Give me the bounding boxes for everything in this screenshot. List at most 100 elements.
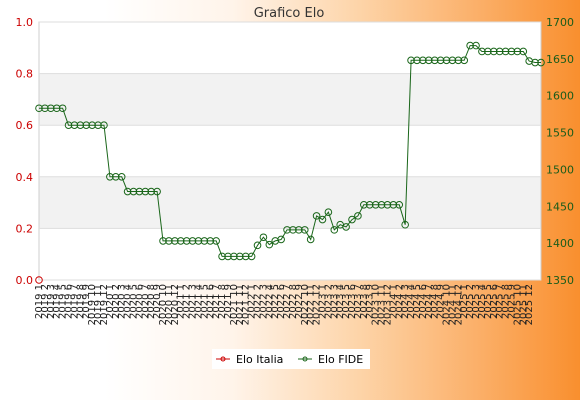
elo-fide-point (348, 215, 356, 224)
right-tick-label: 1350 (546, 274, 574, 287)
x-tick-label: 2024 11 (447, 284, 458, 325)
x-tick-label: 2022 1 (247, 284, 258, 319)
elo-fide-point (41, 104, 49, 113)
x-tick-label: 2022 2 (253, 284, 264, 319)
elo-fide-point (365, 201, 374, 209)
x-tick-label: 2025 6 (489, 284, 500, 319)
elo-fide-point (241, 252, 250, 261)
elo-fide-point (377, 201, 386, 209)
elo-fide-point (484, 47, 492, 56)
elo-fide-point (236, 252, 244, 261)
x-tick-label: 2024 10 (442, 284, 453, 325)
x-tick-label: 2022 5 (270, 284, 281, 319)
elo-fide-point (460, 56, 469, 65)
left-tick-label: 0.2 (16, 222, 34, 235)
x-tick-label: 2019 12 (99, 284, 110, 325)
x-tick-label: 2023 5 (341, 284, 352, 319)
elo-fide-point (165, 237, 173, 245)
elo-fide-point (153, 187, 161, 196)
elo-fide-point (76, 121, 85, 129)
plot-band (39, 73, 541, 126)
elo-fide-point (58, 104, 67, 113)
elo-fide-point (259, 233, 268, 242)
elo-fide-point (318, 215, 327, 224)
x-tick-label: 2019 6 (64, 284, 75, 319)
x-tick-label: 2024 1 (388, 284, 399, 319)
x-tick-label: 2019 1 (34, 284, 45, 319)
elo-fide-point (70, 121, 79, 129)
elo-fide-point (537, 58, 545, 67)
elo-fide-point (289, 226, 297, 234)
elo-fide-point (100, 121, 108, 129)
x-tick-label: 2021 9 (223, 284, 234, 319)
x-tick-label: 2020 10 (158, 284, 169, 325)
elo-fide-point (212, 237, 220, 245)
x-tick-label: 2021 8 (217, 284, 228, 319)
plot-bands (39, 22, 541, 280)
right-axis: 1350 1400 1450 1500 1550 1600 1650 1700 (546, 16, 574, 287)
x-tick-label: 2022 8 (288, 284, 299, 319)
elo-fide-point (389, 201, 398, 209)
elo-fide-point (419, 56, 427, 65)
x-tick-label: 2024 6 (418, 284, 429, 319)
legend-fide-marker (302, 356, 308, 362)
x-tick-label: 2019 7 (69, 284, 80, 319)
elo-fide-point (472, 41, 480, 50)
elo-fide-point (111, 173, 120, 181)
left-tick-label: 0.4 (16, 171, 34, 184)
x-tick-label: 2023 3 (329, 284, 340, 319)
elo-fide-point (371, 201, 380, 209)
right-tick-label: 1600 (546, 90, 574, 103)
elo-fide-point (306, 235, 315, 244)
x-tick-label: 2023 9 (365, 284, 376, 319)
elo-fide-point (495, 47, 504, 56)
x-tick-label: 2019 4 (52, 284, 63, 319)
x-tick-label: 2025 12 (524, 284, 535, 325)
elo-fide-point (147, 187, 156, 196)
left-tick-label: 0.8 (16, 68, 34, 81)
x-tick-label: 2023 1 (317, 284, 328, 319)
elo-fide-point (300, 226, 309, 234)
elo-fide-point (342, 223, 350, 231)
x-tick-label: 2024 8 (430, 284, 441, 319)
legend-item-fide[interactable]: Elo FIDE (298, 353, 363, 366)
elo-fide-point (206, 237, 215, 245)
left-tick-label: 1.0 (16, 16, 34, 29)
x-tick-label: 2022 4 (264, 284, 275, 319)
x-tick-label: 2025 7 (495, 284, 506, 319)
elo-fide-point (436, 56, 445, 65)
x-tick-label: 2019 9 (81, 284, 92, 319)
elo-fide-point (247, 252, 256, 261)
x-tick-label: 2022 12 (312, 284, 323, 325)
elo-fide-point (283, 226, 291, 234)
x-tick-label: 2023 4 (335, 284, 346, 319)
x-tick-label: 2025 2 (465, 284, 476, 319)
elo-fide-point (176, 237, 185, 245)
right-tick-label: 1700 (546, 16, 574, 29)
elo-fide-point (330, 226, 339, 234)
x-tick-label: 2024 7 (424, 284, 435, 319)
elo-fide-point (188, 237, 197, 245)
elo-fide-point (35, 104, 43, 113)
elo-fide-point (230, 252, 238, 261)
left-tick-label: 0.6 (16, 119, 34, 132)
elo-fide-point (413, 56, 421, 65)
legend-item-italia[interactable]: Elo Italia (216, 353, 283, 366)
right-tick-label: 1550 (546, 127, 574, 140)
elo-fide-point (519, 47, 528, 56)
x-tick-label: 2020 7 (140, 284, 151, 319)
x-tick-label: 2022 6 (276, 284, 287, 319)
legend-italia-label: Elo Italia (236, 353, 283, 366)
x-tick-label: 2019 5 (58, 284, 69, 319)
elo-fide-point (383, 201, 392, 209)
elo-fide-point (171, 237, 179, 245)
x-tick-label: 2021 7 (211, 284, 222, 319)
x-tick-label: 2020 12 (170, 284, 181, 325)
x-tick-label: 2024 2 (394, 284, 405, 319)
elo-fide-point (448, 56, 457, 65)
elo-fide-point (507, 47, 516, 56)
x-tick-label: 2023 7 (353, 284, 364, 319)
elo-fide-point (430, 56, 439, 65)
x-tick-label: 2025 8 (501, 284, 512, 319)
x-tick-label: 2019 10 (87, 284, 98, 325)
